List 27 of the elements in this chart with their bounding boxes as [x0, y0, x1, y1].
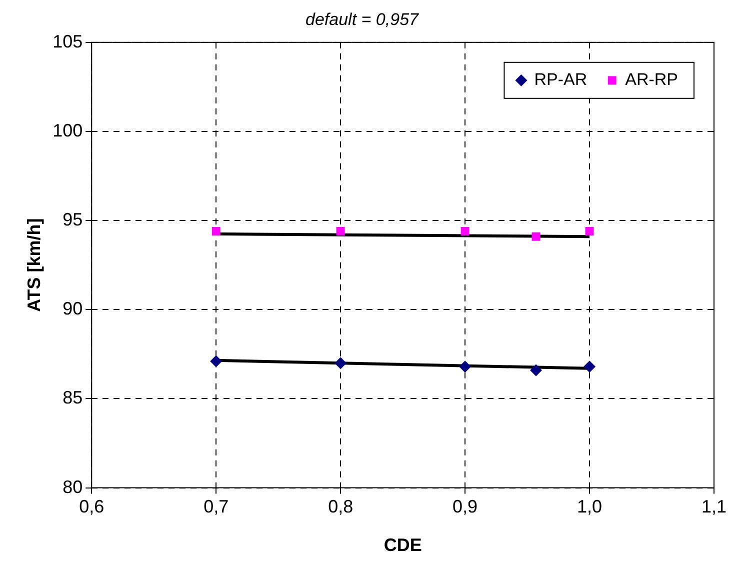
point — [584, 360, 596, 373]
x-tick-label: 1,0 — [577, 496, 602, 517]
x-axis-title: CDE — [384, 535, 422, 556]
x-tick-label: 0,8 — [328, 496, 354, 517]
legend-label: AR-RP — [625, 70, 678, 90]
y-tick-label: 105 — [52, 31, 83, 52]
x-tick-label: 0,7 — [204, 496, 229, 517]
point — [460, 227, 470, 236]
chart-title: default = 0,957 — [306, 10, 420, 29]
point — [532, 232, 540, 241]
y-axis-title: ATS [km/h] — [24, 218, 44, 312]
legend-label: RP-AR — [534, 70, 588, 90]
point — [459, 360, 472, 373]
y-tick-label: 100 — [52, 120, 83, 140]
x-tick-label: 0,9 — [452, 496, 478, 517]
y-tick-label: 80 — [62, 476, 83, 497]
point — [336, 227, 345, 236]
x-tick-label: 1,1 — [701, 496, 727, 517]
y-tick-label: 95 — [62, 210, 83, 230]
y-tick-label: 85 — [62, 388, 83, 408]
point — [210, 355, 222, 368]
y-tick-label: 90 — [62, 298, 83, 319]
point — [585, 227, 594, 236]
x-tick-label: 0,6 — [79, 496, 104, 517]
point — [334, 357, 347, 370]
point — [530, 364, 542, 376]
point — [212, 227, 220, 236]
